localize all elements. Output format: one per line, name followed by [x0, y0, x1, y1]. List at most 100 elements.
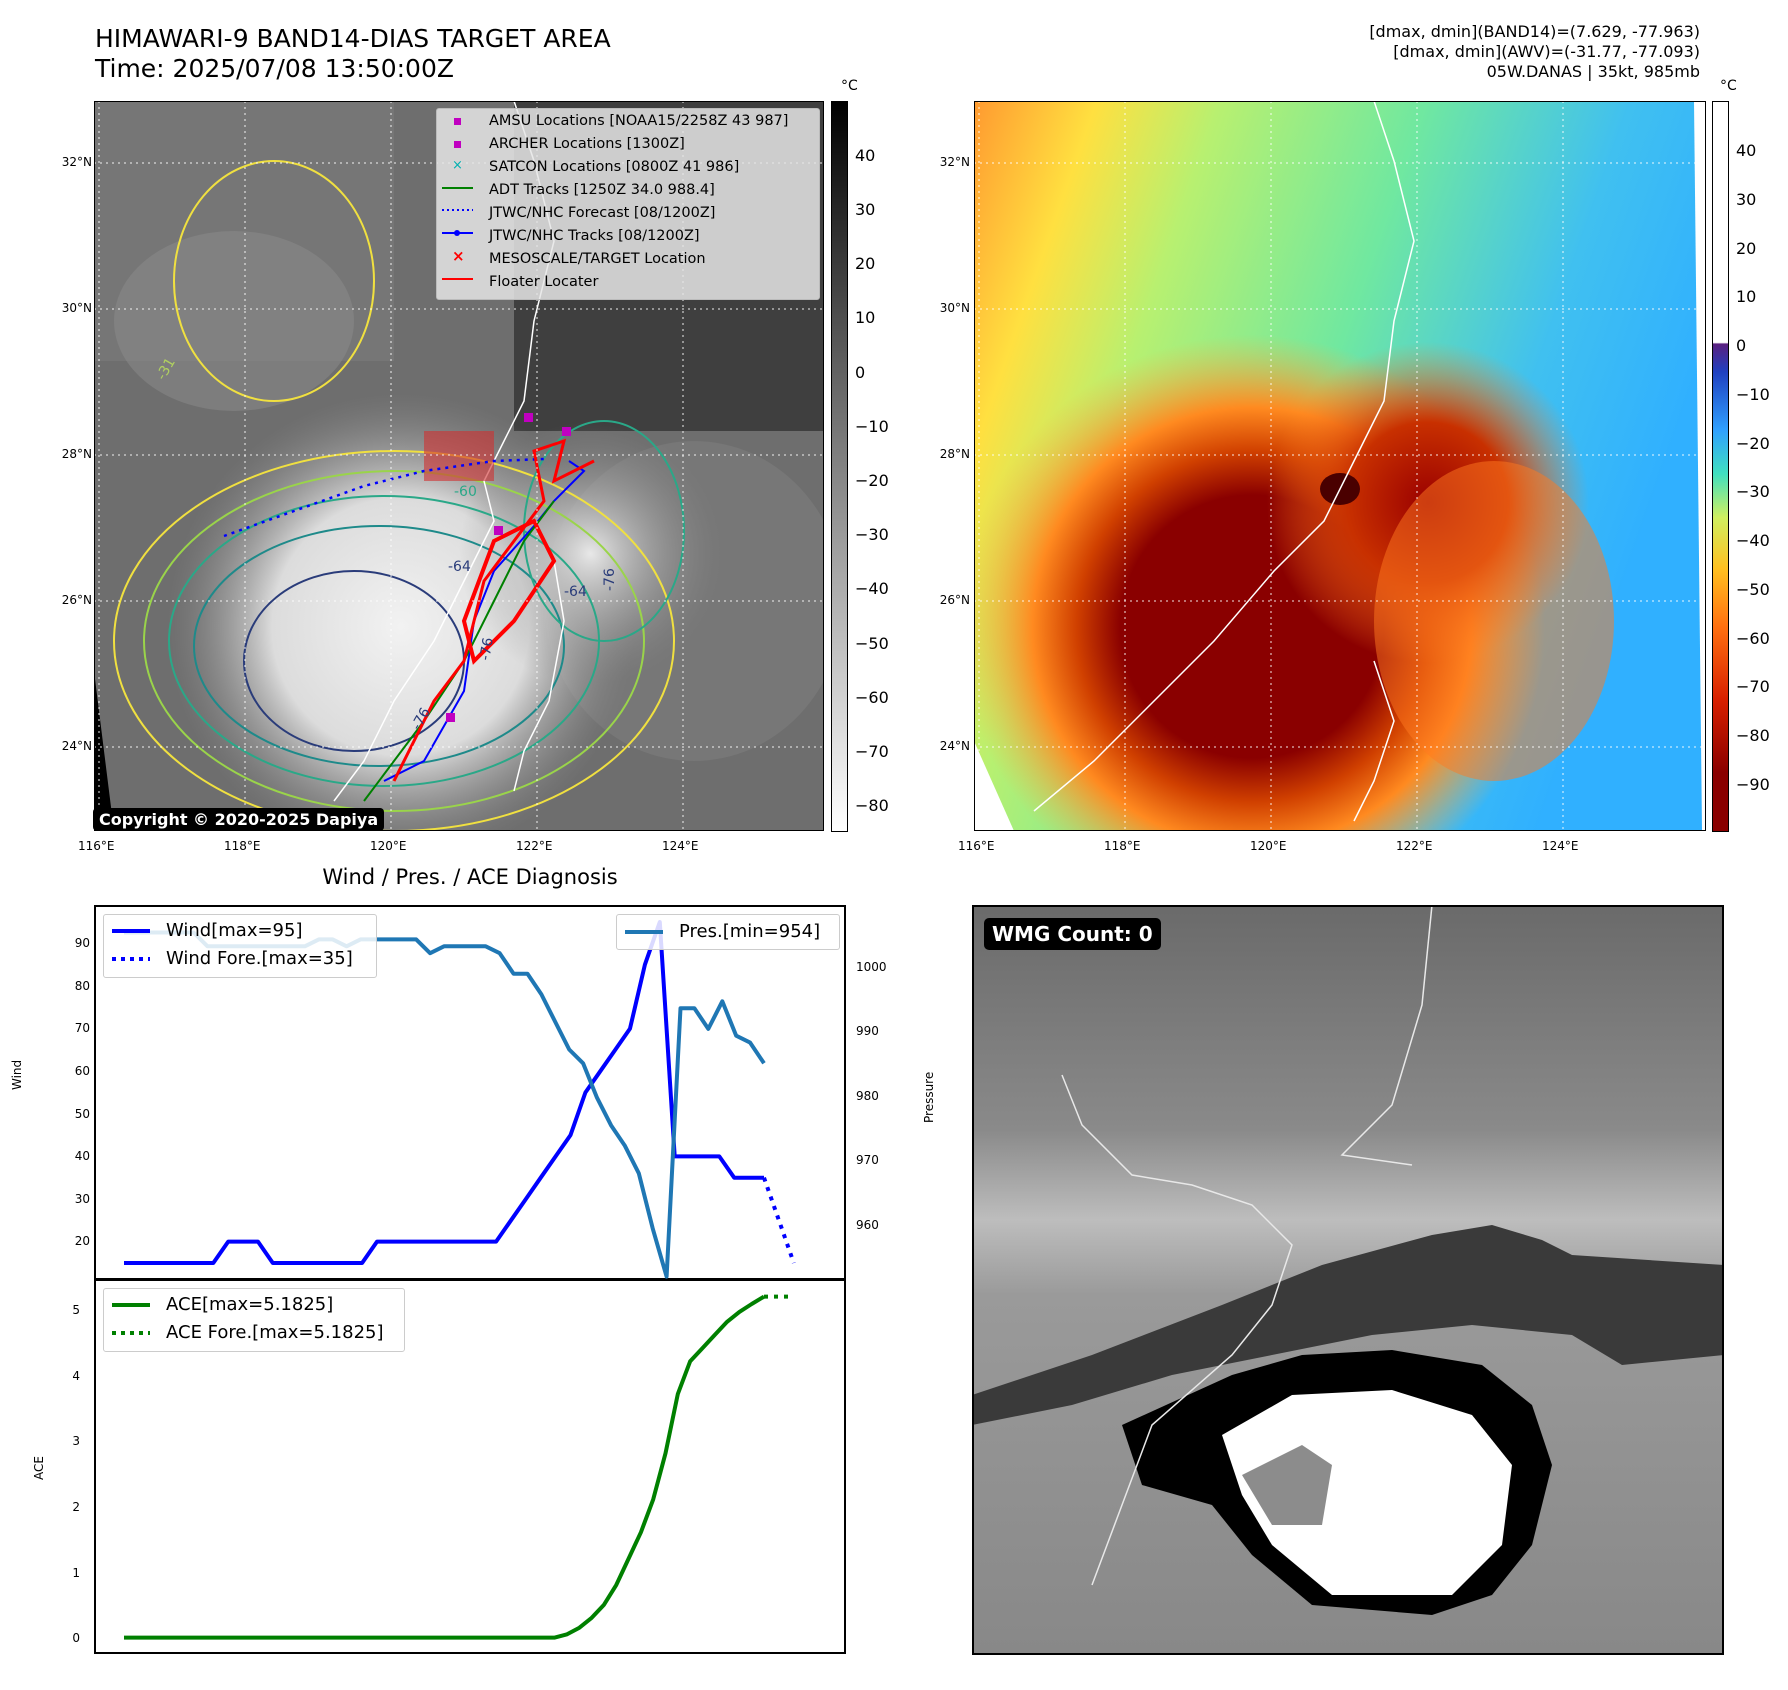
archer-marker-3	[446, 713, 455, 722]
contour-green	[143, 470, 645, 812]
color-tick-m40: −40	[1736, 531, 1770, 550]
lon-label-124: 124°E	[662, 839, 699, 853]
adt-track	[363, 500, 555, 802]
wind-tick-20: 20	[74, 1234, 90, 1248]
wind-tick-50: 50	[74, 1107, 90, 1121]
map-legend: × × AMSU Locations [NOAA15/2258Z 43 987]…	[436, 108, 820, 300]
color-map-panel	[974, 101, 1706, 831]
pres-tick-970: 970	[856, 1153, 879, 1167]
color-tick-0: 0	[1736, 336, 1747, 355]
map2-lat-label-30: 30°N	[939, 301, 970, 315]
ir-tick-m20: −20	[855, 471, 889, 490]
wind-tick-90: 90	[74, 936, 90, 950]
svg-text:×: ×	[452, 247, 465, 265]
contour-label-7: -60	[454, 484, 477, 500]
archer-marker	[562, 427, 571, 436]
lon-label-122: 122°E	[516, 839, 553, 853]
ir-tick-m70: −70	[855, 742, 889, 761]
ir-colorbar-unit: °C	[841, 78, 858, 94]
map2-lon-label-116: 116°E	[958, 839, 995, 853]
ir-tick-m10: −10	[855, 417, 889, 436]
wmg-coastline	[1061, 1074, 1293, 1586]
jtwc-forecast-track	[223, 457, 545, 538]
title-line1: HIMAWARI-9 BAND14-DIAS TARGET AREA	[95, 24, 611, 53]
ace-series-line	[124, 1294, 766, 1640]
wind-ylabel: Wind	[10, 1059, 24, 1090]
contour-label-5: -64	[564, 584, 587, 600]
jtwc-track	[383, 460, 586, 782]
map1-lat-labels: 32°N 30°N 28°N 26°N 24°N	[48, 101, 92, 831]
contour-dark-teal	[193, 525, 565, 767]
contour-label-2: -64	[448, 559, 471, 575]
color-tick-m10: −10	[1736, 385, 1770, 404]
wmg-gray-patch	[1242, 1445, 1332, 1525]
legend-item-satcon: SATCON Locations [0800Z 41 986]	[489, 159, 740, 175]
lon-label-118: 118°E	[224, 839, 261, 853]
pres-tick-960: 960	[856, 1218, 879, 1232]
map2-gridlines	[974, 101, 1706, 831]
wmg-dark-band	[972, 1225, 1724, 1425]
wind-tick-80: 80	[74, 979, 90, 993]
legend-pres: Pres.[min=954]	[679, 921, 821, 942]
ace-tick-5: 5	[72, 1303, 80, 1317]
ir-tick-m40: −40	[855, 579, 889, 598]
wind-tick-40: 40	[74, 1149, 90, 1163]
color-tick-40: 40	[1736, 141, 1757, 160]
copyright-badge: Copyright © 2020-2025 Dapiya	[93, 808, 385, 831]
color-tick-10: 10	[1736, 287, 1757, 306]
ace-tick-3: 3	[72, 1434, 80, 1448]
legend-item-adt: ADT Tracks [1250Z 34.0 988.4]	[489, 182, 715, 198]
wmg-coastline-2	[1340, 905, 1433, 1166]
ir-tick-10: 10	[855, 308, 876, 327]
legend-wind-fore: Wind Fore.[max=35]	[166, 948, 353, 969]
legend-item-archer: ARCHER Locations [1300Z]	[489, 136, 685, 152]
contour-yellow	[113, 450, 675, 831]
wind-tick-30: 30	[74, 1192, 90, 1206]
legend-ace: ACE[max=5.1825]	[166, 1294, 334, 1315]
taiwan-coast-2	[1353, 660, 1395, 822]
color-tick-20: 20	[1736, 239, 1757, 258]
map1-lon-labels: 116°E 118°E 120°E 122°E 124°E	[78, 839, 824, 855]
map2-lat-label-32: 32°N	[939, 155, 970, 169]
color-tick-m70: −70	[1736, 677, 1770, 696]
svg-text:×: ×	[452, 158, 463, 173]
archer-marker-2	[494, 526, 503, 535]
contour-north-yellow	[173, 160, 375, 402]
ir-tick-30: 30	[855, 200, 876, 219]
color-tick-m20: −20	[1736, 434, 1770, 453]
target-box	[424, 431, 494, 481]
pres-tick-1000: 1000	[856, 960, 887, 974]
ir-tick-m80: −80	[855, 796, 889, 815]
lat-label-28: 28°N	[61, 447, 92, 461]
contour-label-6: -76	[602, 568, 618, 591]
ir-colorbar	[831, 101, 848, 832]
legend-item-floater: Floater Locater	[489, 274, 599, 290]
diagnosis-title: Wind / Pres. / ACE Diagnosis	[322, 865, 618, 889]
legend-ace-fore: ACE Fore.[max=5.1825]	[166, 1322, 384, 1343]
pres-tick-990: 990	[856, 1024, 879, 1038]
contour-label-4: -76	[477, 636, 497, 661]
lat-label-24: 24°N	[61, 739, 92, 753]
map2-lat-label-24: 24°N	[939, 739, 970, 753]
map2-lon-label-118: 118°E	[1104, 839, 1141, 853]
wind-tick-70: 70	[74, 1021, 90, 1035]
lat-label-32: 32°N	[61, 155, 92, 169]
ace-tick-4: 4	[72, 1369, 80, 1383]
ir-tick-m30: −30	[855, 525, 889, 544]
lon-label-120: 120°E	[370, 839, 407, 853]
pres-ticks: 1000 990 980 970 960	[856, 905, 906, 1280]
pres-tick-980: 980	[856, 1089, 879, 1103]
pres-legend: Pres.[min=954]	[616, 914, 840, 950]
wind-legend: Wind[max=95] Wind Fore.[max=35]	[103, 914, 377, 978]
color-colorbar	[1712, 101, 1729, 832]
map2-lat-labels: 32°N 30°N 28°N 26°N 24°N	[926, 101, 970, 831]
color-tick-m90: −90	[1736, 775, 1770, 794]
ir-tick-0: 0	[855, 363, 866, 382]
map2-lon-label-120: 120°E	[1250, 839, 1287, 853]
pres-ylabel: Pressure	[922, 1071, 936, 1123]
ir-tick-20: 20	[855, 254, 876, 273]
color-tick-m60: −60	[1736, 629, 1770, 648]
legend-item-jtwc-tracks: JTWC/NHC Tracks [08/1200Z]	[489, 228, 700, 244]
legend-item-amsu: AMSU Locations [NOAA15/2258Z 43 987]	[489, 113, 789, 129]
info-line3: 05W.DANAS | 35kt, 985mb	[1486, 62, 1700, 81]
